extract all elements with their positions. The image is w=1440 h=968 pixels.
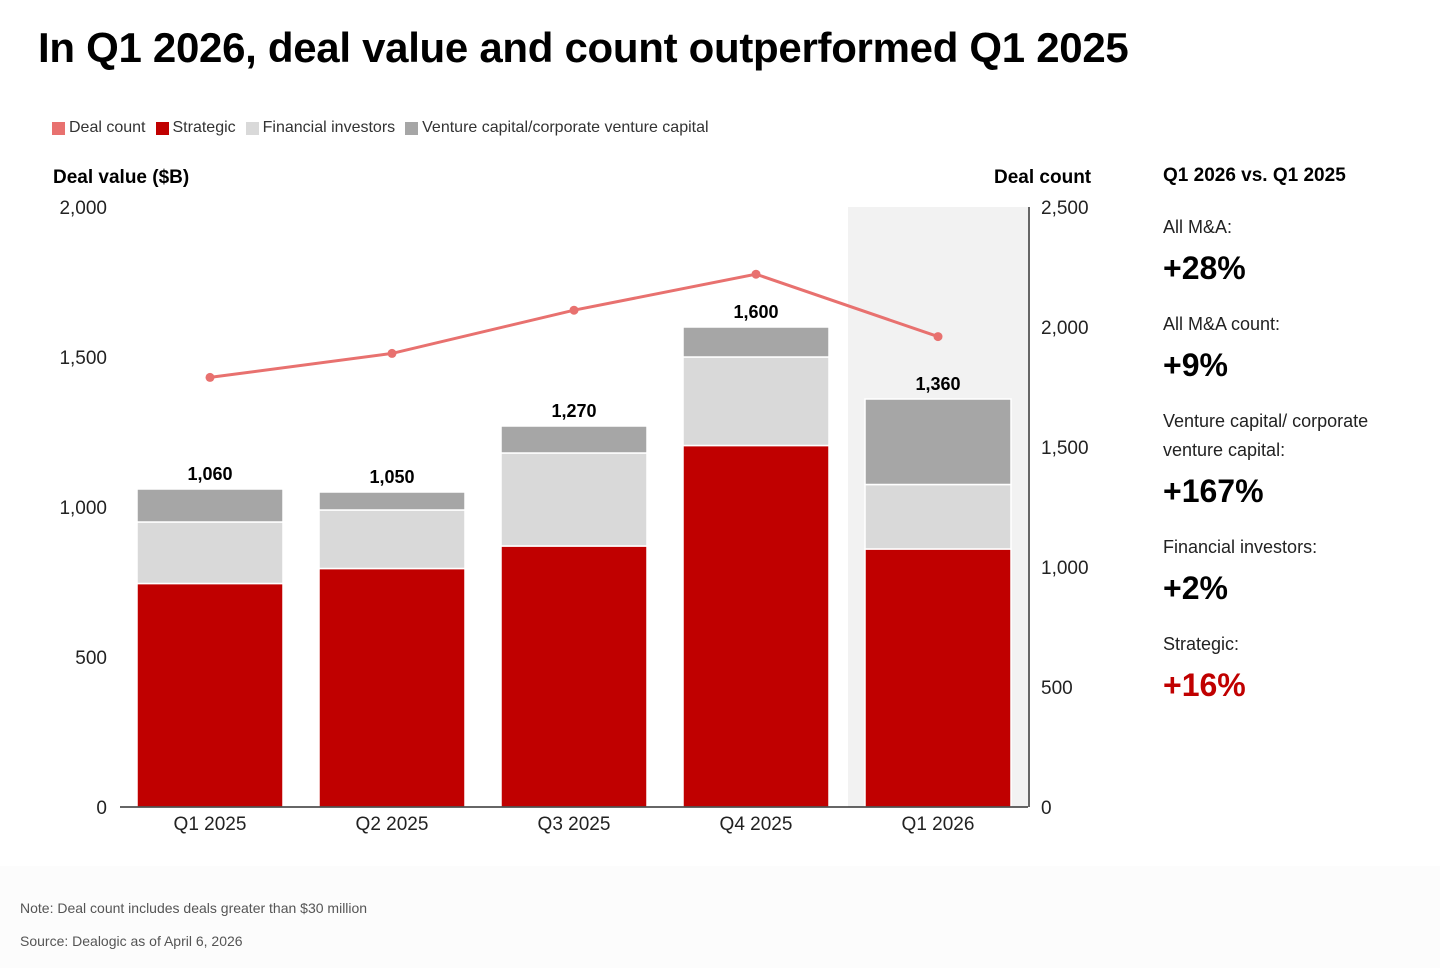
bar-segment-venture-capital-corporate-venture-capital bbox=[136, 488, 284, 523]
x-tick-label: Q1 2025 bbox=[174, 814, 247, 835]
legend-item-deal-count: Deal count bbox=[52, 119, 146, 137]
source-note: Source: Dealogic as of April 6, 2026 bbox=[20, 933, 243, 949]
deal-count-point bbox=[569, 305, 579, 315]
chart-title: In Q1 2026, deal value and count outperf… bbox=[38, 24, 1129, 71]
bar-total-label: 1,050 bbox=[369, 467, 414, 487]
x-tick-label: Q3 2025 bbox=[538, 814, 611, 835]
comparison-panel: Q1 2026 vs. Q1 2025 All M&A: +28% All M&… bbox=[1163, 165, 1433, 727]
comparison-heading: Q1 2026 vs. Q1 2025 bbox=[1163, 165, 1346, 186]
legend-label-venture-capital: Venture capital/corporate venture capita… bbox=[422, 119, 709, 136]
deal-count-point bbox=[205, 372, 215, 382]
bar-segment-strategic bbox=[500, 545, 648, 808]
right-axis-tick-label: 1,000 bbox=[1041, 558, 1089, 579]
stat-value: +16% bbox=[1163, 667, 1246, 703]
x-tick-label: Q2 2025 bbox=[356, 814, 429, 835]
footnote: Note: Deal count includes deals greater … bbox=[20, 900, 368, 916]
chart-legend: Deal count Strategic Financial investors… bbox=[52, 117, 709, 139]
stat-strategic: Strategic: +16% bbox=[1163, 630, 1433, 707]
bar-total-label: 1,360 bbox=[915, 374, 960, 394]
x-tick-label: Q1 2026 bbox=[902, 814, 975, 835]
stat-venture-capital: Venture capital/ corporate venture capit… bbox=[1163, 407, 1433, 513]
right-axis-title: Deal count bbox=[994, 167, 1092, 188]
left-axis-tick-label: 0 bbox=[96, 798, 107, 819]
stat-label: All M&A count: bbox=[1163, 314, 1281, 334]
right-axis-tick-label: 2,000 bbox=[1041, 318, 1089, 339]
x-tick-label: Q4 2025 bbox=[720, 814, 793, 835]
stat-value: +28% bbox=[1163, 250, 1246, 286]
legend-item-venture-capital: Venture capital/corporate venture capita… bbox=[405, 119, 709, 137]
left-axis-tick-label: 1,500 bbox=[59, 348, 107, 369]
right-axis-tick-label: 500 bbox=[1041, 678, 1073, 699]
bar-segment-financial-investors bbox=[864, 483, 1012, 550]
deal-count-point bbox=[387, 348, 397, 358]
bar-segment-financial-investors bbox=[682, 356, 830, 447]
bar-segment-strategic bbox=[864, 548, 1012, 808]
bar-segment-venture-capital-corporate-venture-capital bbox=[864, 398, 1012, 486]
bar-segment-financial-investors bbox=[500, 452, 648, 547]
left-axis-tick-label: 500 bbox=[75, 648, 107, 669]
stat-value: +9% bbox=[1163, 347, 1228, 383]
legend-label-deal-count: Deal count bbox=[69, 119, 146, 136]
bar-segment-venture-capital-corporate-venture-capital bbox=[500, 425, 648, 454]
legend-item-strategic: Strategic bbox=[155, 119, 236, 137]
bar-total-label: 1,060 bbox=[187, 464, 232, 484]
legend-swatch-venture-capital bbox=[405, 121, 419, 135]
bar-segment-financial-investors bbox=[318, 509, 466, 570]
bar-segment-strategic bbox=[682, 444, 830, 808]
stat-value: +2% bbox=[1163, 570, 1228, 606]
right-axis-tick-label: 2,500 bbox=[1041, 198, 1089, 219]
bar-segment-strategic bbox=[136, 582, 284, 808]
stat-financial-investors: Financial investors: +2% bbox=[1163, 533, 1433, 610]
bar-segment-strategic bbox=[318, 567, 466, 808]
right-axis-tick-label: 1,500 bbox=[1041, 438, 1089, 459]
left-axis-tick-label: 1,000 bbox=[59, 498, 107, 519]
legend-swatch-deal-count bbox=[52, 121, 65, 135]
right-axis-tick-label: 0 bbox=[1041, 798, 1052, 819]
stat-label: Strategic: bbox=[1163, 634, 1240, 654]
left-axis-tick-label: 2,000 bbox=[59, 198, 107, 219]
bar-segment-venture-capital-corporate-venture-capital bbox=[682, 326, 830, 358]
stat-all-ma: All M&A: +28% bbox=[1163, 213, 1433, 290]
stat-label: Venture capital/ corporate venture capit… bbox=[1163, 411, 1369, 460]
bar-segment-financial-investors bbox=[136, 521, 284, 585]
deal-count-point bbox=[751, 269, 761, 279]
legend-label-strategic: Strategic bbox=[172, 119, 236, 136]
legend-item-financial-investors: Financial investors bbox=[245, 119, 396, 137]
legend-swatch-strategic bbox=[155, 121, 169, 135]
deal-count-point bbox=[933, 332, 943, 342]
bar-total-label: 1,600 bbox=[733, 302, 778, 322]
stat-label: All M&A: bbox=[1163, 217, 1233, 237]
bar-segment-venture-capital-corporate-venture-capital bbox=[318, 491, 466, 511]
left-axis-title: Deal value ($B) bbox=[53, 167, 190, 188]
legend-label-financial-investors: Financial investors bbox=[262, 119, 396, 136]
footer-area bbox=[0, 866, 1440, 968]
legend-swatch-financial-investors bbox=[245, 121, 259, 135]
stat-value: +167% bbox=[1163, 473, 1264, 509]
stat-all-ma-count: All M&A count: +9% bbox=[1163, 310, 1433, 387]
stat-label: Financial investors: bbox=[1163, 537, 1318, 557]
bar-total-label: 1,270 bbox=[551, 401, 596, 421]
